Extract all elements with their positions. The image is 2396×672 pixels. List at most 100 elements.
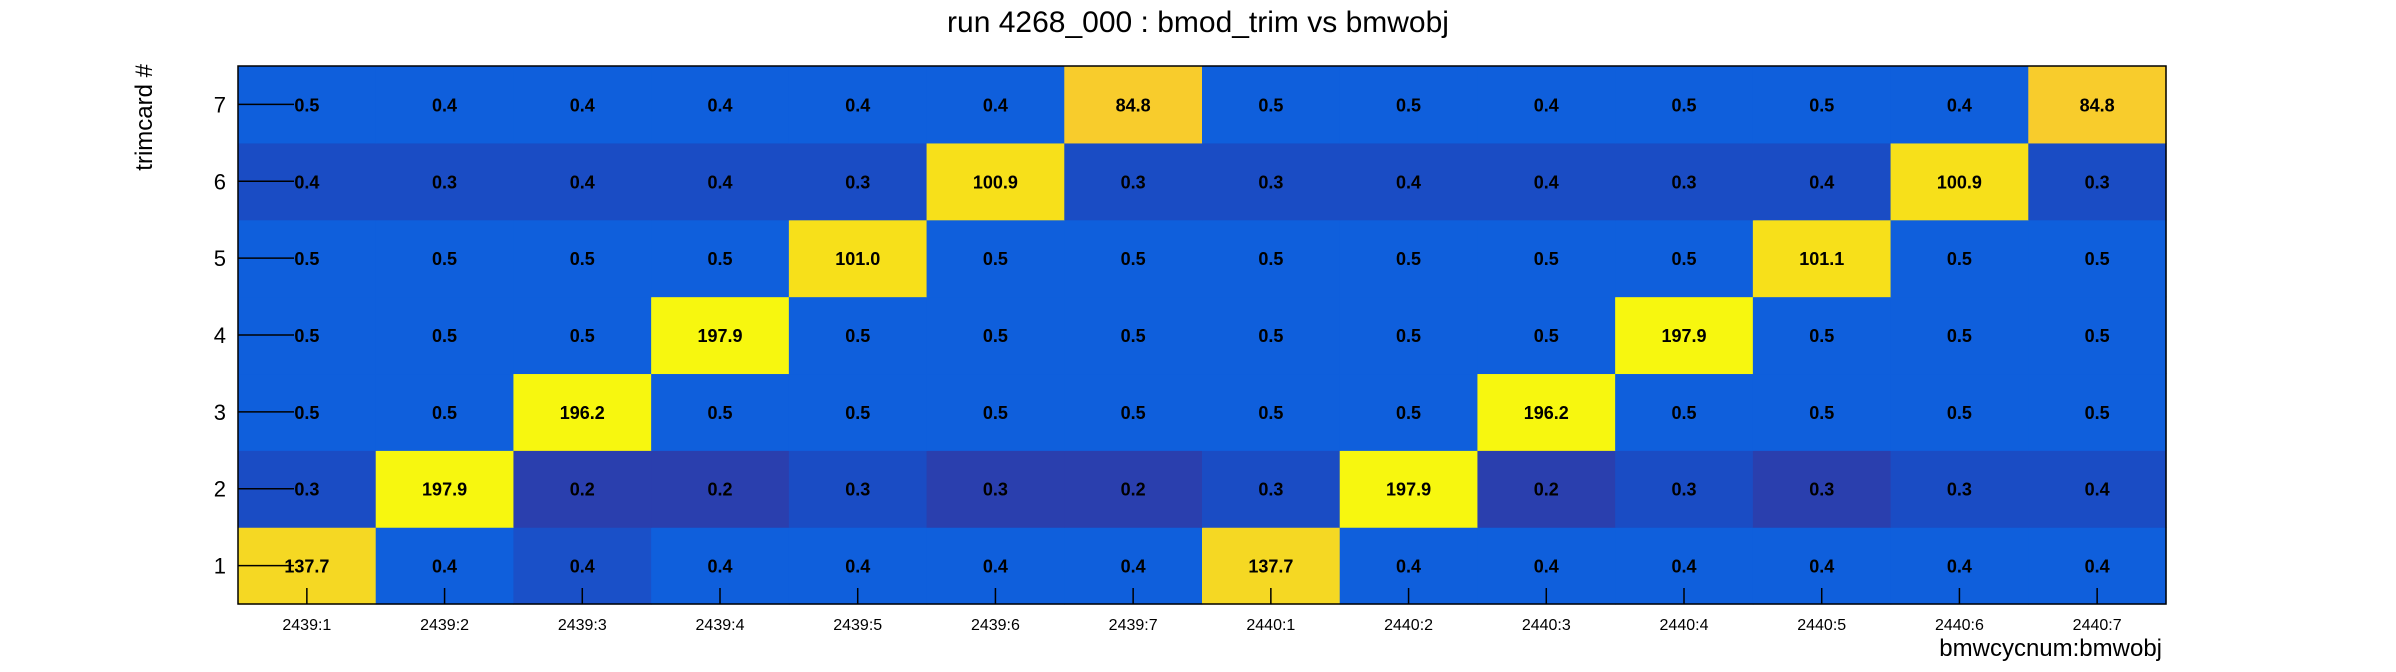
- cell-value-label: 0.5: [1947, 249, 1972, 269]
- cell-value-label: 0.5: [707, 249, 732, 269]
- heatmap-cell: [1477, 66, 1616, 144]
- heatmap-cell: [926, 142, 1065, 221]
- heatmap-cell: [788, 450, 928, 528]
- cell-value-label: 0.3: [1258, 480, 1283, 500]
- cell-value-label: 0.3: [2085, 172, 2110, 192]
- heatmap-cell: [1202, 142, 1341, 221]
- heatmap-cell: [2028, 142, 2167, 221]
- heatmap-cell: [513, 296, 652, 375]
- heatmap-cell: [1477, 296, 1616, 375]
- cell-value-label: 100.9: [1937, 172, 1982, 192]
- cell-value-label: 0.2: [1121, 480, 1146, 500]
- heatmap-cell: [788, 296, 928, 375]
- heatmap-cell: [1890, 219, 2029, 298]
- heatmap-cell: [513, 219, 652, 298]
- heatmap-cell: [926, 373, 1065, 451]
- chart-title: run 4268_000 : bmod_trim vs bmwobj: [947, 6, 1449, 39]
- cell-value-label: 0.4: [1671, 557, 1696, 577]
- heatmap-cell: [1064, 66, 1203, 144]
- cell-value-label: 0.5: [432, 326, 457, 346]
- cell-value-label: 196.2: [1524, 403, 1569, 423]
- heatmap-cell: [1752, 66, 1892, 144]
- cell-value-label: 0.5: [432, 403, 457, 423]
- heatmap-cell: [1615, 142, 1754, 221]
- cell-value-label: 0.5: [1947, 403, 1972, 423]
- y-axis-title: trimcard #: [131, 63, 158, 170]
- cell-value-label: 0.5: [294, 249, 319, 269]
- heatmap-cell: [651, 373, 790, 451]
- cell-value-label: 0.5: [1671, 403, 1696, 423]
- cell-value-label: 0.5: [1121, 403, 1146, 423]
- cell-value-label: 0.3: [1947, 480, 1972, 500]
- heatmap-cell: [651, 142, 790, 221]
- cell-value-label: 0.4: [1534, 95, 1559, 115]
- cell-value-label: 0.5: [570, 326, 595, 346]
- heatmap-cell: [1890, 450, 2029, 528]
- heatmap-cell-labels: 137.7 0.4 0.4 0.4 0.4 0.4 0.4 137.7 0.4 0.4 0.4 0.4…: [284, 95, 2114, 576]
- cell-value-label: 0.4: [570, 557, 595, 577]
- cell-value-label: 0.5: [1947, 326, 1972, 346]
- heatmap-cell: [1752, 296, 1892, 375]
- heatmap-cell: [788, 66, 928, 144]
- cell-value-label: 0.3: [1671, 172, 1696, 192]
- heatmap-cell: [1890, 296, 2029, 375]
- cell-value-label: 0.3: [1121, 172, 1146, 192]
- cell-value-label: 0.5: [2085, 249, 2110, 269]
- x-tick-label: 2440:7: [2073, 617, 2122, 634]
- cell-value-label: 0.2: [570, 480, 595, 500]
- heatmap-cell: [2028, 296, 2167, 375]
- heatmap-cell: [1339, 296, 1479, 375]
- heatmap-cell: [375, 373, 515, 451]
- y-tick-label: 2: [214, 477, 226, 502]
- cell-value-label: 0.5: [432, 249, 457, 269]
- heatmap-cell: [788, 219, 928, 298]
- heatmap-cell: [1064, 373, 1203, 451]
- heatmap-cell: [1615, 219, 1754, 298]
- cell-value-label: 0.4: [432, 557, 457, 577]
- cell-value-label: 0.4: [432, 95, 457, 115]
- heatmap-cell: [375, 296, 515, 375]
- x-tick-label: 2440:2: [1384, 617, 1433, 634]
- cell-value-label: 0.5: [707, 403, 732, 423]
- heatmap-cells: [238, 66, 2167, 605]
- x-tick-label: 2439:2: [420, 617, 469, 634]
- cell-value-label: 0.5: [983, 326, 1008, 346]
- heatmap-cell: [651, 66, 790, 144]
- x-tick-label: 2439:6: [971, 617, 1020, 634]
- cell-value-label: 0.4: [707, 557, 732, 577]
- heatmap-cell: [1890, 66, 2029, 144]
- cell-value-label: 137.7: [1248, 557, 1293, 577]
- cell-value-label: 0.5: [1258, 95, 1283, 115]
- cell-value-label: 0.5: [1671, 249, 1696, 269]
- cell-value-label: 0.4: [570, 172, 595, 192]
- heatmap-cell: [2028, 450, 2167, 528]
- cell-value-label: 197.9: [422, 480, 467, 500]
- x-tick-label: 2439:3: [558, 617, 607, 634]
- heatmap-cell: [1202, 450, 1341, 528]
- cell-value-label: 0.2: [707, 480, 732, 500]
- heatmap-cell: [1890, 142, 2029, 221]
- heatmap-cell: [1477, 450, 1616, 528]
- heatmap-cell: [788, 142, 928, 221]
- cell-value-label: 137.7: [284, 557, 329, 577]
- heatmap-cell: [1202, 373, 1341, 451]
- heatmap-cell: [1339, 450, 1479, 528]
- heatmap-cell: [375, 450, 515, 528]
- cell-value-label: 0.4: [707, 172, 732, 192]
- cell-value-label: 0.5: [1258, 249, 1283, 269]
- cell-value-label: 0.4: [1396, 172, 1421, 192]
- cell-value-label: 101.1: [1799, 249, 1844, 269]
- heatmap-cell: [926, 66, 1065, 144]
- cell-value-label: 0.5: [1534, 326, 1559, 346]
- heatmap-cell: [1752, 219, 1892, 298]
- cell-value-label: 0.5: [1121, 326, 1146, 346]
- cell-value-label: 0.3: [294, 480, 319, 500]
- cell-value-label: 0.5: [845, 403, 870, 423]
- cell-value-label: 0.5: [294, 95, 319, 115]
- cell-value-label: 0.4: [1534, 172, 1559, 192]
- cell-value-label: 196.2: [560, 403, 605, 423]
- cell-value-label: 0.5: [2085, 326, 2110, 346]
- heatmap-cell: [375, 142, 515, 221]
- heatmap-cell: [1064, 219, 1203, 298]
- cell-value-label: 0.5: [1396, 326, 1421, 346]
